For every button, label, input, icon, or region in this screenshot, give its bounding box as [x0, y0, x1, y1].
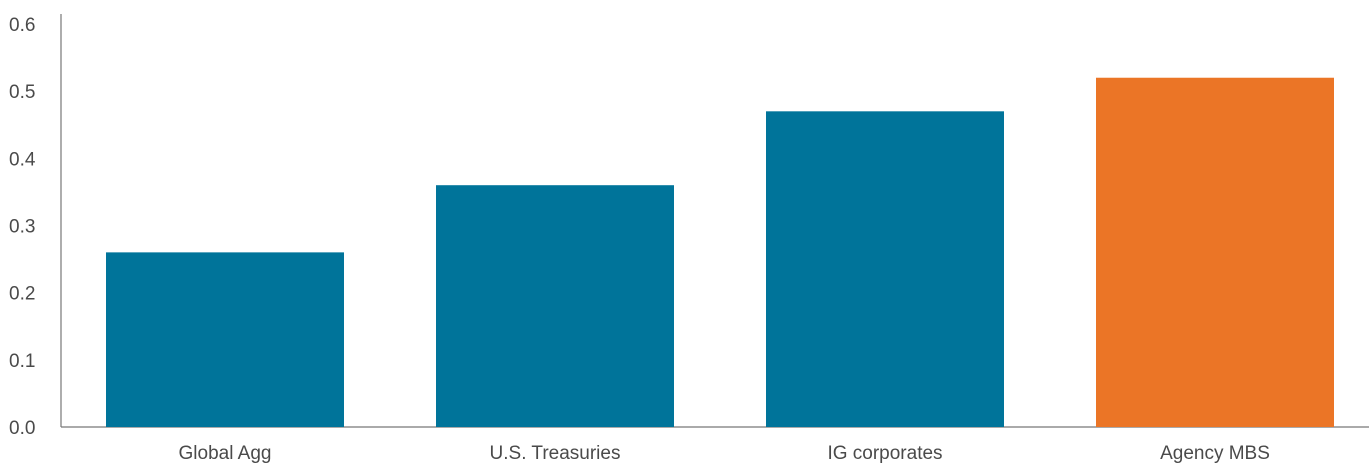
- x-category-label: Global Agg: [179, 443, 272, 463]
- bar-ig-corporates: [766, 111, 1004, 427]
- bar-u-s-treasuries: [436, 185, 674, 427]
- y-tick-label: 0.6: [9, 15, 35, 36]
- x-category-label: U.S. Treasuries: [490, 443, 621, 463]
- y-tick-label: 0.0: [9, 418, 35, 439]
- x-category-label: Agency MBS: [1160, 443, 1270, 463]
- y-tick-labels: 0.0 0.1 0.2 0.3 0.4 0.5 0.6: [9, 15, 36, 439]
- bar-global-agg: [106, 252, 344, 427]
- y-tick-label: 0.1: [9, 351, 35, 372]
- y-tick-label: 0.5: [9, 82, 35, 103]
- x-category-label: IG corporates: [827, 443, 942, 463]
- y-tick-label: 0.3: [9, 217, 35, 238]
- y-tick-label: 0.2: [9, 284, 35, 305]
- y-tick-label: 0.4: [9, 149, 36, 170]
- bar-agency-mbs: [1096, 78, 1334, 427]
- bars: [106, 78, 1334, 427]
- x-category-labels: Global Agg U.S. Treasuries IG corporates Ag…: [179, 443, 1270, 463]
